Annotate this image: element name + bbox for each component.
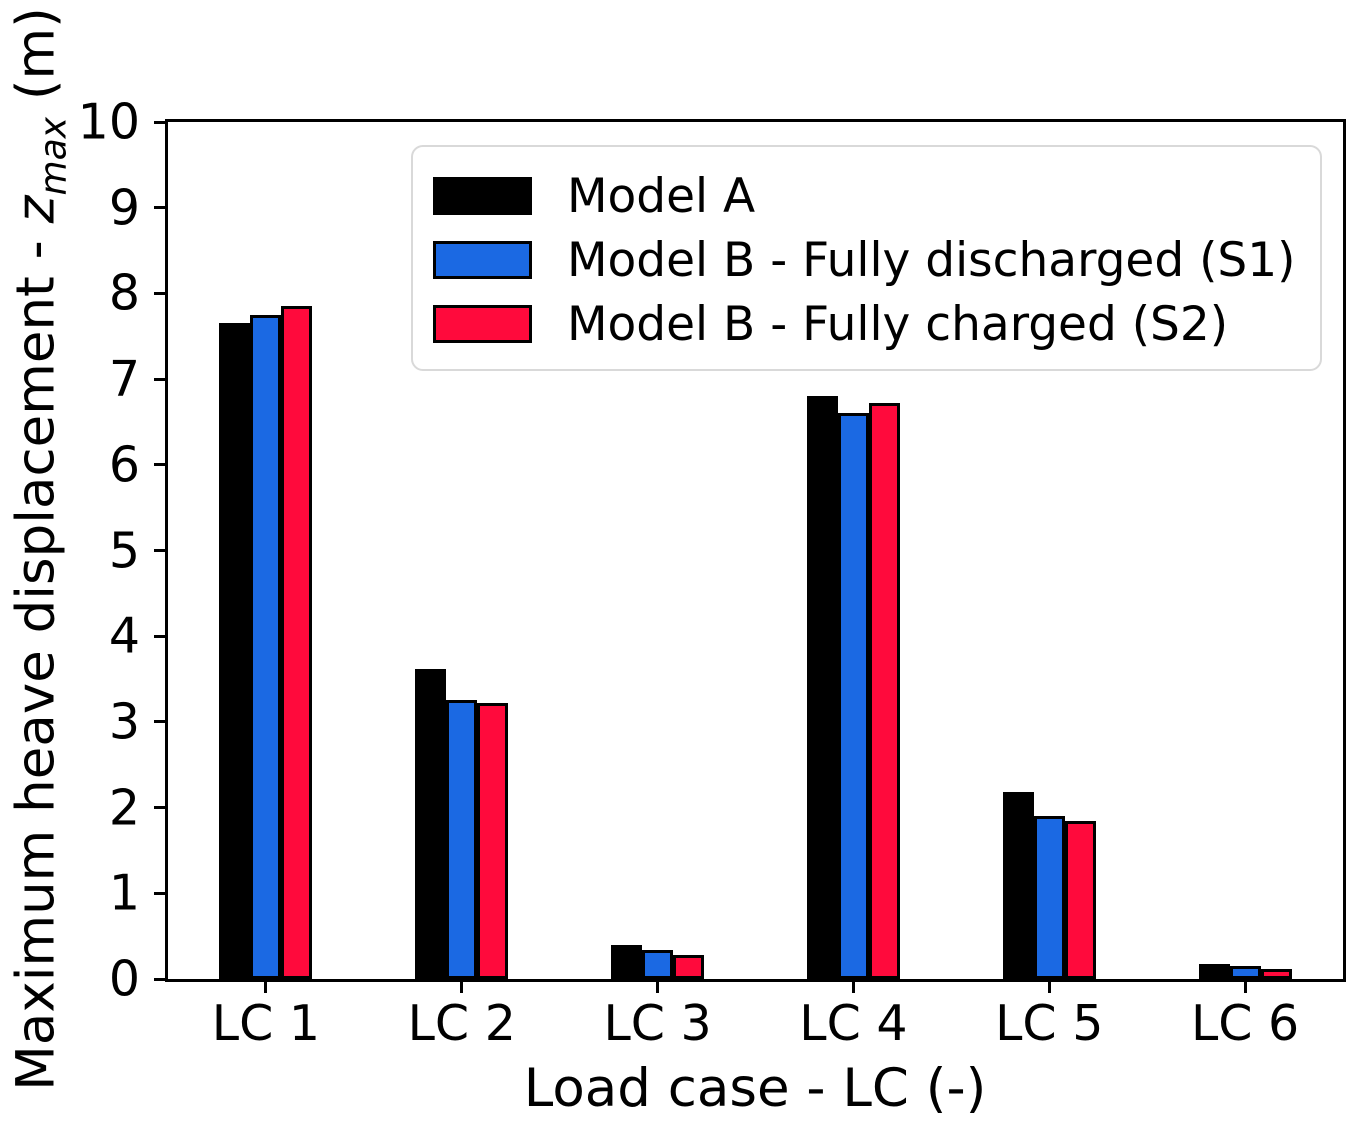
bar-lc-2-series-2 bbox=[477, 703, 509, 979]
bar-lc-1-series-2 bbox=[281, 306, 313, 979]
bar-lc-4-series-0 bbox=[806, 396, 838, 979]
y-tick-mark bbox=[154, 720, 165, 724]
x-axis-label: Load case - LC (-) bbox=[523, 1058, 987, 1119]
bar-lc-5-series-2 bbox=[1064, 821, 1096, 979]
x-tick-label: LC 5 bbox=[995, 995, 1104, 1052]
bar-lc-4-series-1 bbox=[837, 413, 869, 979]
y-tick-mark bbox=[154, 977, 165, 981]
legend-row-2: Model B - Fully charged (S2) bbox=[433, 292, 1300, 356]
y-tick-mark bbox=[154, 120, 165, 124]
y-tick-label: 7 bbox=[108, 350, 140, 408]
y-axis-label-subscript: max bbox=[33, 117, 75, 196]
y-tick-label: 6 bbox=[108, 436, 140, 494]
x-tick-label: LC 4 bbox=[799, 995, 908, 1052]
x-tick-label: LC 2 bbox=[407, 995, 516, 1052]
y-tick-label: 4 bbox=[108, 607, 140, 665]
bar-lc-2-series-0 bbox=[415, 668, 447, 979]
bar-lc-5-series-0 bbox=[1002, 792, 1034, 979]
y-tick-mark bbox=[154, 549, 165, 552]
legend-swatch-2 bbox=[433, 305, 532, 343]
y-tick-label: 9 bbox=[108, 179, 140, 237]
legend-rows: Model A Model B - Fully discharged (S1) Mo… bbox=[433, 164, 1300, 356]
bar-lc-1-series-1 bbox=[250, 314, 282, 979]
y-tick-mark bbox=[154, 463, 165, 467]
y-tick-label: 2 bbox=[108, 779, 140, 837]
x-tick-mark bbox=[851, 982, 855, 993]
y-tick-mark bbox=[154, 206, 165, 210]
y-tick-mark bbox=[154, 634, 165, 638]
y-tick-label: 0 bbox=[108, 950, 140, 1008]
y-tick-mark bbox=[154, 291, 165, 295]
y-axis-label: Maximum heave displacement - zmax (m) bbox=[6, 7, 75, 1091]
legend-swatch-0 bbox=[433, 177, 532, 215]
bar-lc-3-series-1 bbox=[642, 949, 674, 979]
y-tick-mark bbox=[154, 891, 165, 895]
x-tick-mark bbox=[264, 982, 268, 993]
legend-label-0: Model A bbox=[567, 168, 756, 224]
y-tick-label: 10 bbox=[77, 93, 140, 151]
bar-lc-1-series-0 bbox=[219, 323, 251, 979]
y-tick-mark bbox=[154, 806, 165, 810]
x-tick-mark bbox=[656, 982, 660, 993]
x-tick-mark bbox=[1047, 982, 1051, 993]
bar-lc-5-series-1 bbox=[1033, 816, 1065, 979]
x-tick-label: LC 1 bbox=[211, 995, 321, 1052]
bar-lc-2-series-1 bbox=[446, 700, 478, 979]
legend-swatch-1 bbox=[433, 241, 532, 279]
legend-label-2: Model B - Fully charged (S2) bbox=[567, 296, 1229, 352]
y-tick-label: 1 bbox=[108, 864, 140, 922]
plot-area: 0 1 2 3 4 5 6 7 8 9 10 LC 1 LC 2 LC 3 LC 4 LC 5 LC 6 Mo… bbox=[78, 98, 1346, 1048]
bar-lc-6-series-2 bbox=[1260, 968, 1292, 979]
x-tick-mark bbox=[460, 982, 464, 993]
y-tick-mark bbox=[154, 377, 165, 381]
y-axis-label-suffix: (m) bbox=[5, 7, 67, 117]
legend-label-1: Model B - Fully discharged (S1) bbox=[567, 232, 1296, 288]
bar-lc-6-series-1 bbox=[1229, 966, 1261, 979]
bar-lc-6-series-0 bbox=[1198, 963, 1230, 979]
legend-row-0: Model A bbox=[433, 164, 1300, 228]
legend-row-1: Model B - Fully discharged (S1) bbox=[433, 228, 1300, 292]
bar-lc-3-series-2 bbox=[673, 955, 705, 979]
y-tick-label: 8 bbox=[108, 264, 140, 322]
y-axis-label-variable: z bbox=[5, 195, 67, 224]
plot-inner: 0 1 2 3 4 5 6 7 8 9 10 LC 1 LC 2 LC 3 LC 4 LC 5 LC 6 Mo… bbox=[78, 98, 1343, 1048]
x-tick-label: LC 6 bbox=[1190, 995, 1300, 1052]
y-tick-label: 3 bbox=[108, 693, 140, 751]
legend: Model A Model B - Fully discharged (S1) Mo… bbox=[411, 145, 1322, 371]
y-tick-label: 5 bbox=[108, 522, 140, 579]
x-tick-label: LC 3 bbox=[603, 995, 712, 1052]
x-tick-mark bbox=[1243, 982, 1247, 993]
y-axis-label-prefix: Maximum heave displacement - bbox=[5, 223, 67, 1091]
bar-lc-3-series-0 bbox=[611, 944, 643, 979]
bar-lc-4-series-2 bbox=[868, 403, 900, 979]
